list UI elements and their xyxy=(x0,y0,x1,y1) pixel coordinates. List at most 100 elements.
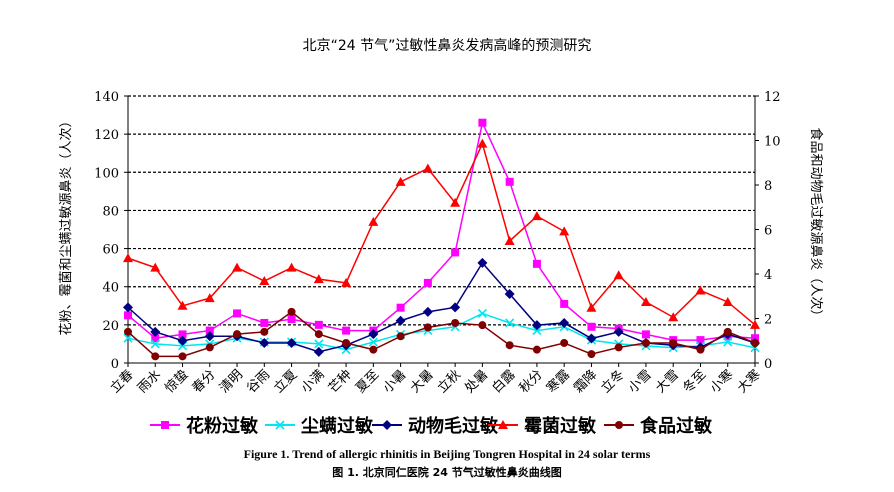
data-point xyxy=(450,302,461,313)
data-point xyxy=(696,336,705,345)
data-point xyxy=(505,318,515,328)
data-point xyxy=(204,293,215,303)
data-point xyxy=(395,315,406,326)
data-point xyxy=(450,197,461,207)
data-point xyxy=(586,333,597,344)
data-point xyxy=(587,322,596,331)
data-point xyxy=(532,259,541,268)
legend-marker xyxy=(275,420,285,430)
data-point xyxy=(368,216,379,226)
legend-label: 食品过敏 xyxy=(639,415,713,437)
data-point xyxy=(723,337,733,347)
y-axis-right-label: 食品和动物毛过敏源鼻炎（人次） xyxy=(808,127,824,322)
data-point xyxy=(123,333,133,343)
x-tick-label: 小雪 xyxy=(626,367,655,396)
data-point xyxy=(396,303,405,312)
series-line xyxy=(127,120,756,341)
data-point xyxy=(314,320,323,329)
y-right-tick-label: 12 xyxy=(764,90,781,105)
data-point xyxy=(669,338,678,347)
data-point xyxy=(177,341,188,351)
data-point xyxy=(313,274,324,284)
data-point xyxy=(505,341,514,350)
legend-marker xyxy=(161,421,169,429)
y-left-tick-label: 140 xyxy=(94,90,119,105)
x-tick-label: 处暑 xyxy=(462,367,491,396)
y-left-tick-label: 0 xyxy=(111,357,119,372)
data-point xyxy=(641,338,650,347)
legend-marker xyxy=(498,420,508,429)
data-point xyxy=(151,334,160,343)
x-tick-label: 冬至 xyxy=(680,367,710,397)
data-point xyxy=(232,262,243,272)
data-point xyxy=(233,309,242,318)
data-point xyxy=(531,320,542,331)
legend: 花粉过敏 尘螨过敏 动物毛过敏 霉菌过敏 食品过敏 xyxy=(150,415,713,437)
data-point xyxy=(532,326,542,336)
x-tick-label: 寒露 xyxy=(543,367,573,397)
x-tick-label: 小满 xyxy=(299,367,328,396)
data-point xyxy=(532,345,541,354)
gridlines xyxy=(128,95,755,326)
figure-caption-english: Figure 1. Trend of allergic rhinitis in … xyxy=(243,447,651,461)
data-point xyxy=(342,338,351,347)
data-point xyxy=(505,177,514,186)
data-point xyxy=(314,330,323,339)
x-tick-label: 夏至 xyxy=(353,367,382,396)
y-axis-left-label: 花粉、霉菌和尘螨过敏源鼻炎（人次） xyxy=(58,114,74,335)
data-point xyxy=(259,337,270,348)
data-point xyxy=(178,330,187,339)
legend-marker xyxy=(382,420,392,430)
data-point xyxy=(396,332,405,341)
data-point xyxy=(504,235,515,245)
legend-marker xyxy=(615,421,623,429)
x-tick-label: 春分 xyxy=(190,367,219,396)
data-point xyxy=(342,326,351,335)
y-right-tick-label: 4 xyxy=(764,268,772,283)
data-point xyxy=(668,312,679,322)
legend-label: 霉菌过敏 xyxy=(524,415,597,437)
data-point xyxy=(286,262,297,272)
data-point xyxy=(205,343,214,352)
legend-label: 花粉过敏 xyxy=(186,415,259,437)
y-right-tick-label: 6 xyxy=(764,224,772,239)
data-point xyxy=(478,321,487,330)
data-point xyxy=(723,327,732,336)
data-point xyxy=(559,226,570,236)
data-point xyxy=(124,327,132,336)
y-left-tick-label: 80 xyxy=(102,204,119,219)
data-point xyxy=(560,338,569,347)
data-point xyxy=(368,329,379,340)
data-point xyxy=(695,285,706,295)
y-left-tick-label: 20 xyxy=(102,319,119,334)
data-point xyxy=(313,346,324,357)
data-point xyxy=(477,308,487,318)
data-point xyxy=(260,327,269,336)
x-tick-label: 立冬 xyxy=(598,367,628,397)
data-point xyxy=(287,315,296,324)
data-point xyxy=(260,318,269,327)
x-tick-label: 秋分 xyxy=(517,367,546,396)
x-tick-label: 大暑 xyxy=(408,367,437,396)
data-point xyxy=(124,311,132,320)
y-right-tick-label: 10 xyxy=(764,135,781,150)
x-tick-label: 立夏 xyxy=(271,367,300,396)
y-right-tick-label: 8 xyxy=(764,179,772,194)
x-tick-label: 惊蛰 xyxy=(162,367,191,396)
x-tick-label: 小暑 xyxy=(380,367,409,396)
data-point xyxy=(750,319,760,329)
data-point xyxy=(204,331,215,342)
data-point xyxy=(614,343,623,352)
data-point xyxy=(477,257,488,268)
y-left-tick-label: 60 xyxy=(102,243,119,258)
data-point xyxy=(451,318,460,327)
data-point xyxy=(123,253,133,263)
x-tick-label: 清明 xyxy=(217,367,246,396)
data-point xyxy=(368,337,378,347)
data-point xyxy=(314,339,324,349)
axes: 020406080100120140024681012立春雨水惊蛰春分清明谷雨立… xyxy=(94,90,780,396)
data-point xyxy=(451,248,460,257)
series-lines xyxy=(123,118,760,361)
x-tick-label: 霜降 xyxy=(571,367,600,396)
data-point xyxy=(177,300,188,310)
